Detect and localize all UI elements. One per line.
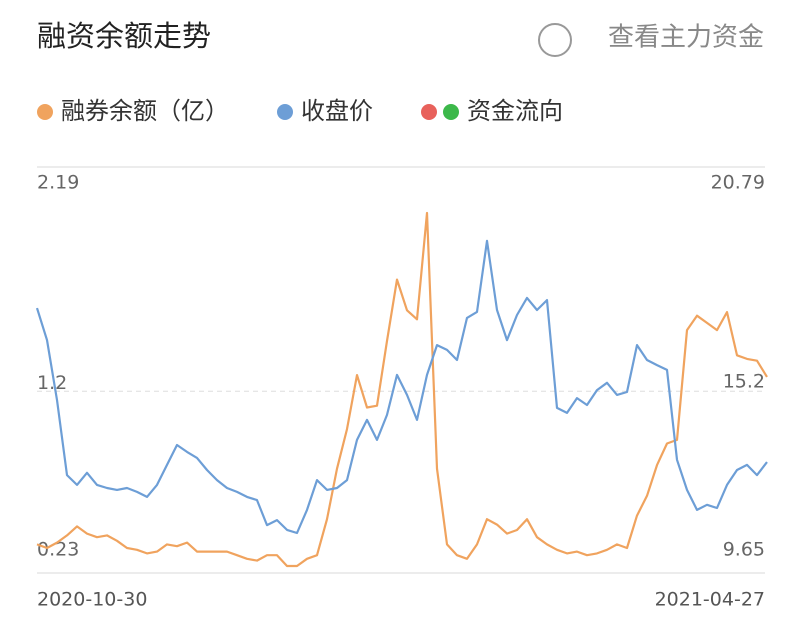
legend-label[interactable]: 收盘价 xyxy=(301,97,373,125)
toggle[interactable]: 查看主力资金 xyxy=(538,23,764,57)
chart-title: 融资余额走势 xyxy=(37,19,211,53)
y-tick-label: 0.23 xyxy=(37,539,79,561)
series-line xyxy=(35,239,768,535)
legend-swatch xyxy=(421,104,437,120)
toggle-radio[interactable] xyxy=(538,23,572,57)
legend-swatch xyxy=(37,104,53,120)
y-tick-label: 2.19 xyxy=(37,172,79,194)
legend-label[interactable]: 资金流向 xyxy=(467,97,563,125)
series-line xyxy=(36,211,768,568)
y2-tick-label: 9.65 xyxy=(723,539,765,561)
y2-tick-label: 15.2 xyxy=(723,371,765,393)
x-tick-label: 2020-10-30 xyxy=(37,589,147,611)
y2-tick-label: 20.79 xyxy=(711,172,765,194)
toggle-label[interactable]: 查看主力资金 xyxy=(608,23,764,53)
legend-swatch xyxy=(443,104,459,120)
legend-swatch xyxy=(277,104,293,120)
legend-label[interactable]: 融券余额（亿） xyxy=(61,97,229,125)
y-tick-label: 1.2 xyxy=(37,372,67,394)
x-tick-label: 2021-04-27 xyxy=(655,589,765,611)
